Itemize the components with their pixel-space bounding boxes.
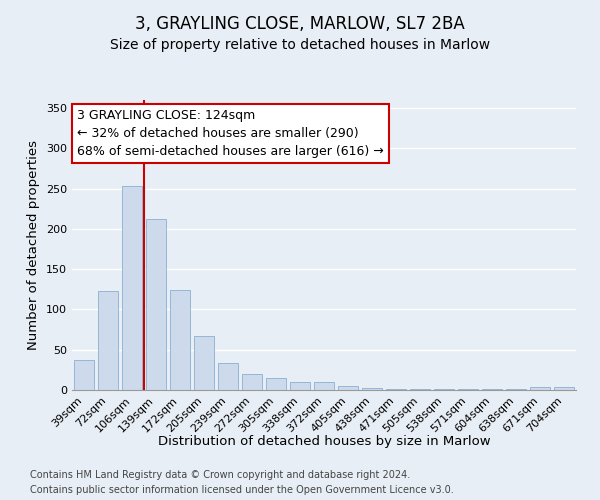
Bar [530, 387, 550, 390]
Bar [74, 360, 94, 390]
Bar [314, 382, 334, 390]
Bar [434, 389, 454, 390]
Bar [362, 388, 382, 390]
Bar [554, 387, 574, 390]
Bar [170, 290, 190, 390]
Text: 3 GRAYLING CLOSE: 124sqm
← 32% of detached houses are smaller (290)
68% of semi-: 3 GRAYLING CLOSE: 124sqm ← 32% of detach… [77, 108, 384, 158]
Bar [218, 362, 238, 390]
Bar [122, 186, 142, 390]
Bar [458, 389, 478, 390]
Bar [506, 389, 526, 390]
Text: Size of property relative to detached houses in Marlow: Size of property relative to detached ho… [110, 38, 490, 52]
Text: Distribution of detached houses by size in Marlow: Distribution of detached houses by size … [158, 435, 490, 448]
Bar [410, 389, 430, 390]
Bar [194, 336, 214, 390]
Text: Contains HM Land Registry data © Crown copyright and database right 2024.: Contains HM Land Registry data © Crown c… [30, 470, 410, 480]
Y-axis label: Number of detached properties: Number of detached properties [28, 140, 40, 350]
Bar [482, 389, 502, 390]
Bar [386, 389, 406, 390]
Text: 3, GRAYLING CLOSE, MARLOW, SL7 2BA: 3, GRAYLING CLOSE, MARLOW, SL7 2BA [135, 15, 465, 33]
Bar [146, 219, 166, 390]
Bar [98, 291, 118, 390]
Text: Contains public sector information licensed under the Open Government Licence v3: Contains public sector information licen… [30, 485, 454, 495]
Bar [242, 374, 262, 390]
Bar [266, 378, 286, 390]
Bar [338, 386, 358, 390]
Bar [290, 382, 310, 390]
